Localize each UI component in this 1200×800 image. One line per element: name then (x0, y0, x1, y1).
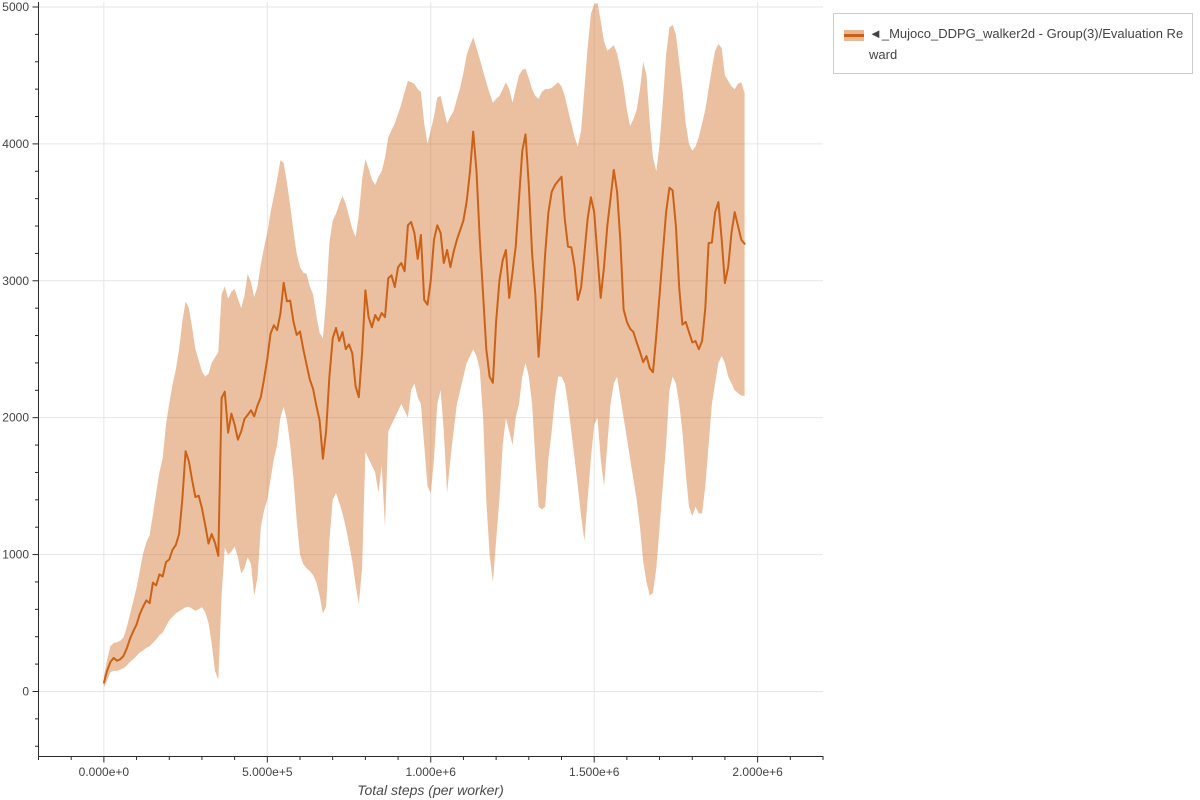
y-tick-label: 0 (22, 684, 29, 698)
x-tick-label: 0.000e+0 (79, 765, 130, 779)
legend-swatch-band-icon (844, 30, 864, 41)
legend-label: ◄_Mujoco_DDPG_walker2d - Group(3)/Evalua… (869, 26, 1184, 62)
confidence-band (103, 2, 745, 688)
x-tick-label: 5.000e+5 (242, 765, 293, 779)
series-evaluation-reward (102, 2, 746, 688)
legend-swatch-line-icon (844, 34, 864, 37)
x-tick-label: 2.000e+6 (732, 765, 783, 779)
y-tick-label: 5000 (2, 0, 29, 14)
y-tick-label: 4000 (2, 137, 29, 151)
y-tick-label: 2000 (2, 411, 29, 425)
tick-labels: 0 1000 2000 3000 4000 5000 0.000e+0 5.000e+5 1.0… (2, 0, 783, 779)
grid (38, 2, 823, 757)
mean-line (102, 130, 746, 684)
x-tick-label: 1.000e+6 (406, 765, 457, 779)
y-tick-label: 3000 (2, 274, 29, 288)
axes (32, 2, 824, 763)
x-tick-label: 1.500e+6 (569, 765, 620, 779)
x-axis-title: Total steps (per worker) (357, 782, 504, 798)
legend-box: ◄_Mujoco_DDPG_walker2d - Group(3)/Evalua… (833, 13, 1193, 74)
y-tick-label: 1000 (2, 548, 29, 562)
